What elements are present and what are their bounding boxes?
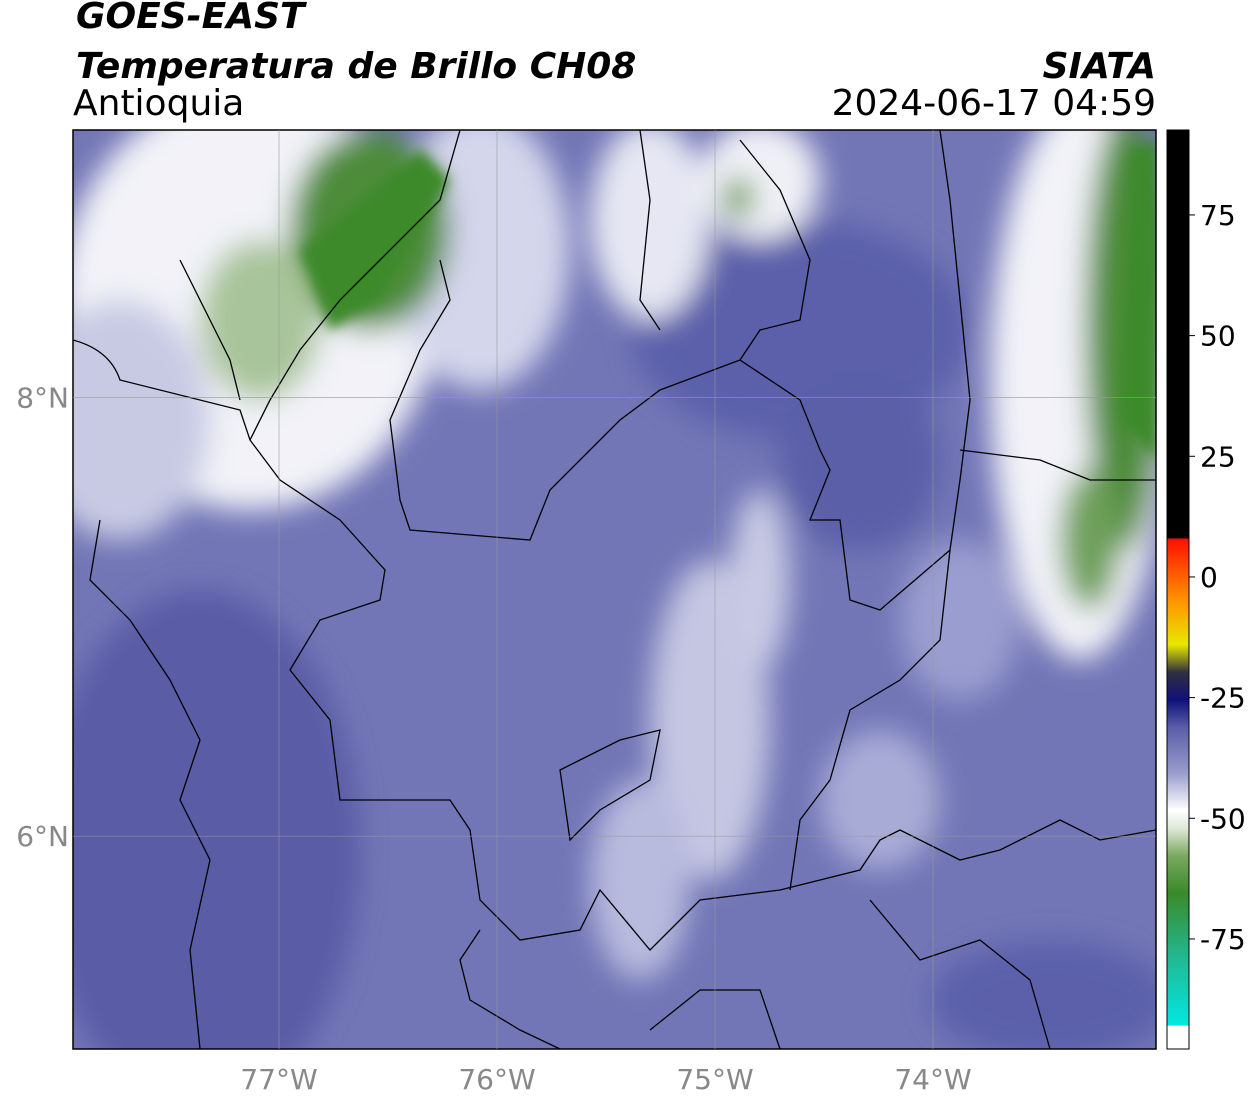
colorbar — [1166, 129, 1190, 1050]
colorbar-tick-label: -50 — [1200, 802, 1246, 835]
colorbar-tick-label: 0 — [1200, 561, 1218, 594]
satellite-image — [73, 130, 1156, 1049]
colorbar-tick-label: -75 — [1200, 923, 1246, 956]
map-frame — [72, 129, 1157, 1050]
subtitle: Temperatura de Brillo CH08 — [76, 46, 636, 87]
datetime: 2024-06-17 04:59 — [832, 83, 1156, 124]
x-tick-label: 74°W — [894, 1063, 971, 1096]
colorbar-tick-label: 50 — [1200, 320, 1236, 353]
y-tick-label: 8°N — [16, 382, 69, 415]
y-tick-label: 6°N — [16, 820, 69, 853]
x-tick-label: 75°W — [676, 1063, 753, 1096]
x-tick-label: 77°W — [240, 1063, 317, 1096]
title: GOES-EAST — [76, 0, 307, 37]
colorbar-tick-label: 25 — [1200, 440, 1236, 473]
colorbar-tick-label: -25 — [1200, 682, 1246, 715]
x-tick-label: 76°W — [458, 1063, 535, 1096]
source: SIATA — [1043, 46, 1156, 87]
region: Antioquia — [73, 83, 244, 124]
colorbar-tick-label: 75 — [1200, 199, 1236, 232]
